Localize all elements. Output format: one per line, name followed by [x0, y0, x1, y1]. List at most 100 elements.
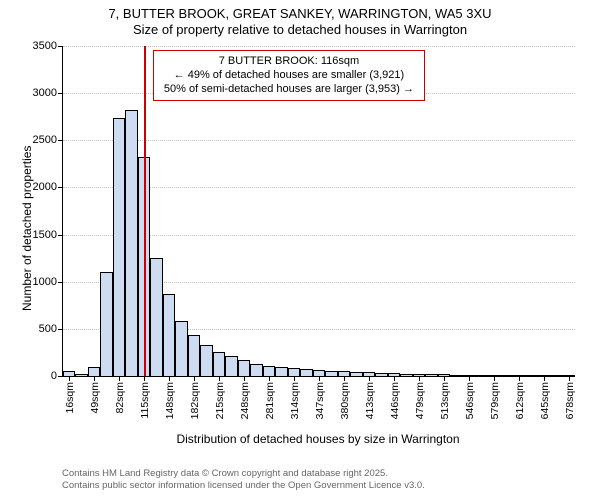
x-tick-label: 314sqm [289, 382, 301, 419]
annotation-line: ← 49% of detached houses are smaller (3,… [164, 69, 414, 83]
histogram-bar [375, 373, 387, 376]
x-tick-mark [519, 376, 520, 381]
y-tick-mark [58, 235, 63, 236]
x-tick-mark [419, 376, 420, 381]
x-tick-label: 612sqm [514, 382, 526, 419]
x-tick-mark [219, 376, 220, 381]
histogram-bar [450, 375, 462, 376]
x-tick-label: 182sqm [189, 382, 201, 419]
y-tick-mark [58, 140, 63, 141]
annotation-box: 7 BUTTER BROOK: 116sqm← 49% of detached … [153, 50, 425, 101]
y-tick-label: 3500 [33, 40, 57, 52]
x-tick-mark [369, 376, 370, 381]
x-tick-mark [119, 376, 120, 381]
x-tick-label: 479sqm [414, 382, 426, 419]
x-tick-mark [319, 376, 320, 381]
x-tick-label: 16sqm [64, 382, 76, 414]
x-tick-mark [69, 376, 70, 381]
x-tick-mark [269, 376, 270, 381]
histogram-bar [425, 374, 437, 376]
x-tick-label: 281sqm [264, 382, 276, 419]
x-tick-label: 347sqm [314, 382, 326, 419]
histogram-bar [150, 258, 162, 376]
histogram-bar [88, 367, 100, 376]
x-tick-label: 148sqm [164, 382, 176, 419]
y-tick-mark [58, 46, 63, 47]
histogram-bar [288, 368, 300, 376]
histogram-bar [175, 321, 187, 376]
histogram-bar [200, 345, 212, 376]
x-tick-label: 82sqm [114, 382, 126, 414]
histogram-bar [250, 364, 262, 376]
x-tick-mark [444, 376, 445, 381]
x-tick-mark [94, 376, 95, 381]
x-tick-mark [494, 376, 495, 381]
footer-credit: Contains HM Land Registry data © Crown c… [62, 468, 425, 493]
y-tick-mark [58, 282, 63, 283]
x-tick-label: 446sqm [389, 382, 401, 419]
y-tick-mark [58, 376, 63, 377]
x-tick-mark [144, 376, 145, 381]
x-tick-label: 546sqm [464, 382, 476, 419]
histogram-bar [75, 374, 87, 376]
x-tick-label: 678sqm [564, 382, 576, 419]
gridline [63, 140, 575, 141]
y-tick-mark [58, 93, 63, 94]
title-subtitle: Size of property relative to detached ho… [0, 22, 600, 38]
y-tick-label: 1000 [33, 276, 57, 288]
y-tick-label: 2000 [33, 181, 57, 193]
histogram-bar [163, 294, 175, 376]
x-tick-mark [544, 376, 545, 381]
histogram-bar [400, 374, 412, 376]
chart-title: 7, BUTTER BROOK, GREAT SANKEY, WARRINGTO… [0, 0, 600, 39]
property-size-chart: 7, BUTTER BROOK, GREAT SANKEY, WARRINGTO… [0, 0, 600, 500]
footer-line2: Contains public sector information licen… [62, 480, 425, 492]
plot-area: 05001000150020002500300035007 BUTTER BRO… [62, 46, 575, 377]
x-tick-label: 215sqm [214, 382, 226, 419]
x-tick-label: 380sqm [339, 382, 351, 419]
histogram-bar [300, 369, 312, 376]
histogram-bar [188, 335, 200, 376]
histogram-bar [100, 272, 112, 376]
histogram-bar [125, 110, 137, 376]
histogram-bar [225, 356, 237, 376]
histogram-bar [325, 371, 337, 376]
x-tick-label: 513sqm [439, 382, 451, 419]
x-tick-label: 413sqm [364, 382, 376, 419]
x-tick-label: 645sqm [539, 382, 551, 419]
y-tick-mark [58, 187, 63, 188]
x-tick-mark [194, 376, 195, 381]
histogram-bar [263, 366, 275, 376]
y-tick-label: 3000 [33, 87, 57, 99]
footer-line1: Contains HM Land Registry data © Crown c… [62, 468, 425, 480]
histogram-bar [113, 118, 125, 376]
x-tick-mark [394, 376, 395, 381]
title-address: 7, BUTTER BROOK, GREAT SANKEY, WARRINGTO… [0, 6, 600, 22]
x-tick-label: 49sqm [89, 382, 101, 414]
y-tick-label: 500 [39, 323, 57, 335]
histogram-bar [500, 375, 512, 376]
x-tick-mark [294, 376, 295, 381]
histogram-bar [238, 360, 250, 376]
histogram-bar [525, 375, 537, 376]
subject-marker-line [144, 46, 146, 376]
annotation-line: 7 BUTTER BROOK: 116sqm [164, 55, 414, 69]
x-tick-label: 579sqm [489, 382, 501, 419]
x-tick-mark [244, 376, 245, 381]
y-tick-label: 0 [51, 370, 57, 382]
x-tick-mark [569, 376, 570, 381]
histogram-bar [275, 367, 287, 376]
x-tick-label: 248sqm [239, 382, 251, 419]
histogram-bar [213, 352, 225, 377]
histogram-bar [475, 375, 487, 376]
x-tick-mark [169, 376, 170, 381]
y-axis-title: Number of detached properties [20, 146, 34, 311]
x-axis-title: Distribution of detached houses by size … [62, 432, 574, 446]
histogram-bar [550, 375, 562, 376]
histogram-bar [350, 372, 362, 376]
y-tick-label: 1500 [33, 229, 57, 241]
y-tick-mark [58, 329, 63, 330]
x-tick-label: 115sqm [139, 382, 151, 419]
x-tick-mark [469, 376, 470, 381]
gridline [63, 46, 575, 47]
